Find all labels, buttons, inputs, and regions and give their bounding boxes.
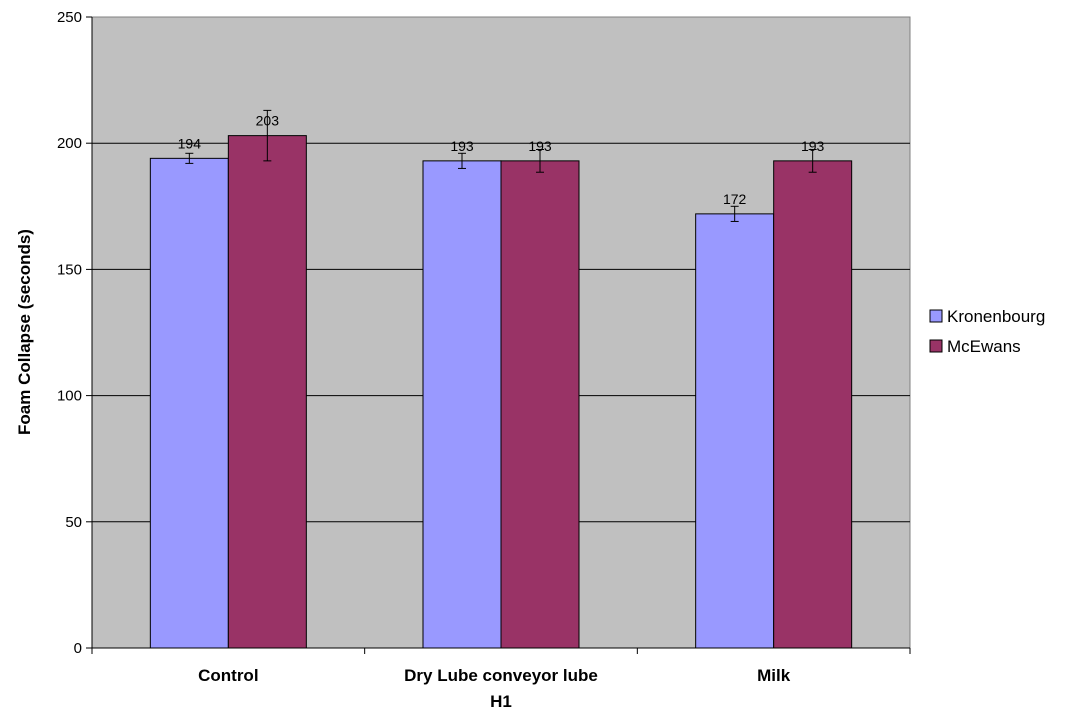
data-label: 203 [256,113,280,129]
x-category-label: Dry Lube conveyor lube H1 [404,666,598,711]
bar-mcewans [773,160,853,649]
data-label: 194 [178,135,202,151]
x-category-label: Milk [757,666,791,685]
y-tick-label: 0 [74,640,82,657]
x-category-label: Control [198,666,258,685]
y-tick-label: 250 [57,9,82,26]
y-axis-title: Foam Collapse (seconds) [15,229,34,435]
y-tick-label: 100 [57,388,82,405]
y-tick-label: 200 [57,135,82,152]
x-category-label-line: Milk [757,666,791,685]
legend-swatch-kronenbourg [929,309,943,323]
data-label: 172 [723,191,747,207]
x-category-label-line: Control [198,666,258,685]
y-tick-labels: 0 50 100 150 200 250 [57,9,92,657]
axes [91,17,910,649]
legend: Kronenbourg McEwans [922,302,1084,366]
bar-kronenbourg [149,157,229,649]
data-label: 193 [528,138,552,154]
bar-kronenbourg [422,160,502,649]
data-label: 193 [450,138,474,154]
x-category-label-line: Dry Lube conveyor lube [404,666,598,685]
bar-mcewans [500,160,580,649]
y-tick-label: 150 [57,261,82,278]
data-label: 193 [801,138,825,154]
legend-swatch-mcewans [929,339,943,353]
legend-box [922,302,1084,366]
x-category-labels: Control Dry Lube conveyor lube H1 Milk [91,648,911,711]
y-tick-label: 50 [65,514,82,531]
x-category-label-line: H1 [490,692,512,711]
bar-kronenbourg [695,213,775,649]
legend-label-kronenbourg: Kronenbourg [947,307,1045,326]
legend-label-mcewans: McEwans [947,337,1021,356]
bar-mcewans [227,135,307,649]
